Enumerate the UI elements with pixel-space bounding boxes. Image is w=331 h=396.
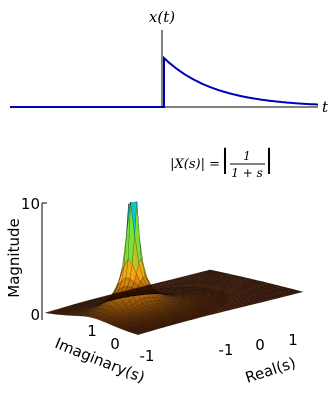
imag-tick-1: 1 [87,322,97,340]
surface-patch [152,282,159,285]
real-tick-neg1: -1 [219,341,234,359]
surface-patch [139,286,147,288]
equation-denominator: 1 + s [231,166,262,180]
imag-tick-neg1: -1 [140,347,155,365]
bar-right: | [265,145,274,175]
surface-patch [181,275,188,278]
surface-patch [176,276,184,279]
real-axis-label: Real(s) [243,354,298,387]
signal-curve [10,55,319,108]
surface-plot: 10 0 Magnitude 1 0 -1 Imaginary(s) -1 0 … [5,195,304,387]
imag-axis-label: Imaginary(s) [52,334,147,386]
real-tick-0: 0 [255,336,265,354]
surface-patch [135,287,143,289]
bar-left: | [221,145,230,175]
surface-patch [44,311,52,314]
surface-patch [201,270,209,273]
equation-lhs: |X(s)| = [170,157,220,172]
equation-numerator: 1 [243,149,251,163]
surface-patch [148,284,155,286]
surface-patch [115,292,122,294]
surface-patch [65,305,73,308]
real-tick-1: 1 [288,331,298,349]
time-domain-plot: x(t) t [10,8,329,116]
magnitude-surface [44,201,304,336]
imag-tick-0: 0 [110,335,120,353]
z-axis-label: Magnitude [5,218,23,297]
surface-patch [193,272,200,275]
surface-patch [189,273,196,276]
z-tick-10: 10 [21,195,40,213]
surface-patch [131,288,139,290]
surface-patch [98,296,106,299]
transfer-equation: |X(s)| = | 1 1 + s | [170,145,273,180]
time-label: t [322,98,329,116]
z-tick-0: 0 [30,306,40,324]
signal-label: x(t) [149,8,175,26]
surface-patch [156,281,163,284]
surface-patch [205,269,213,272]
surface-patch [143,285,151,287]
surface-patch [160,280,167,283]
